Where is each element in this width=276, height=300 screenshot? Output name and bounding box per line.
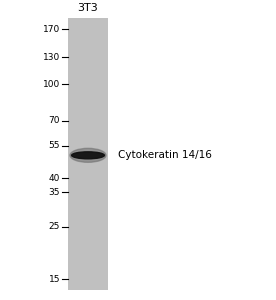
Text: 130: 130 (43, 52, 60, 62)
Ellipse shape (70, 148, 106, 162)
Text: 25: 25 (49, 222, 60, 231)
Text: 35: 35 (49, 188, 60, 196)
Bar (68, 18, 108, 290)
Text: 55: 55 (49, 141, 60, 150)
Text: 70: 70 (49, 116, 60, 125)
Text: 100: 100 (43, 80, 60, 88)
Text: 15: 15 (49, 275, 60, 284)
Text: 40: 40 (49, 174, 60, 183)
Text: 170: 170 (43, 25, 60, 34)
Text: 3T3: 3T3 (78, 3, 98, 13)
Ellipse shape (71, 152, 104, 159)
Text: Cytokeratin 14/16: Cytokeratin 14/16 (118, 150, 212, 160)
